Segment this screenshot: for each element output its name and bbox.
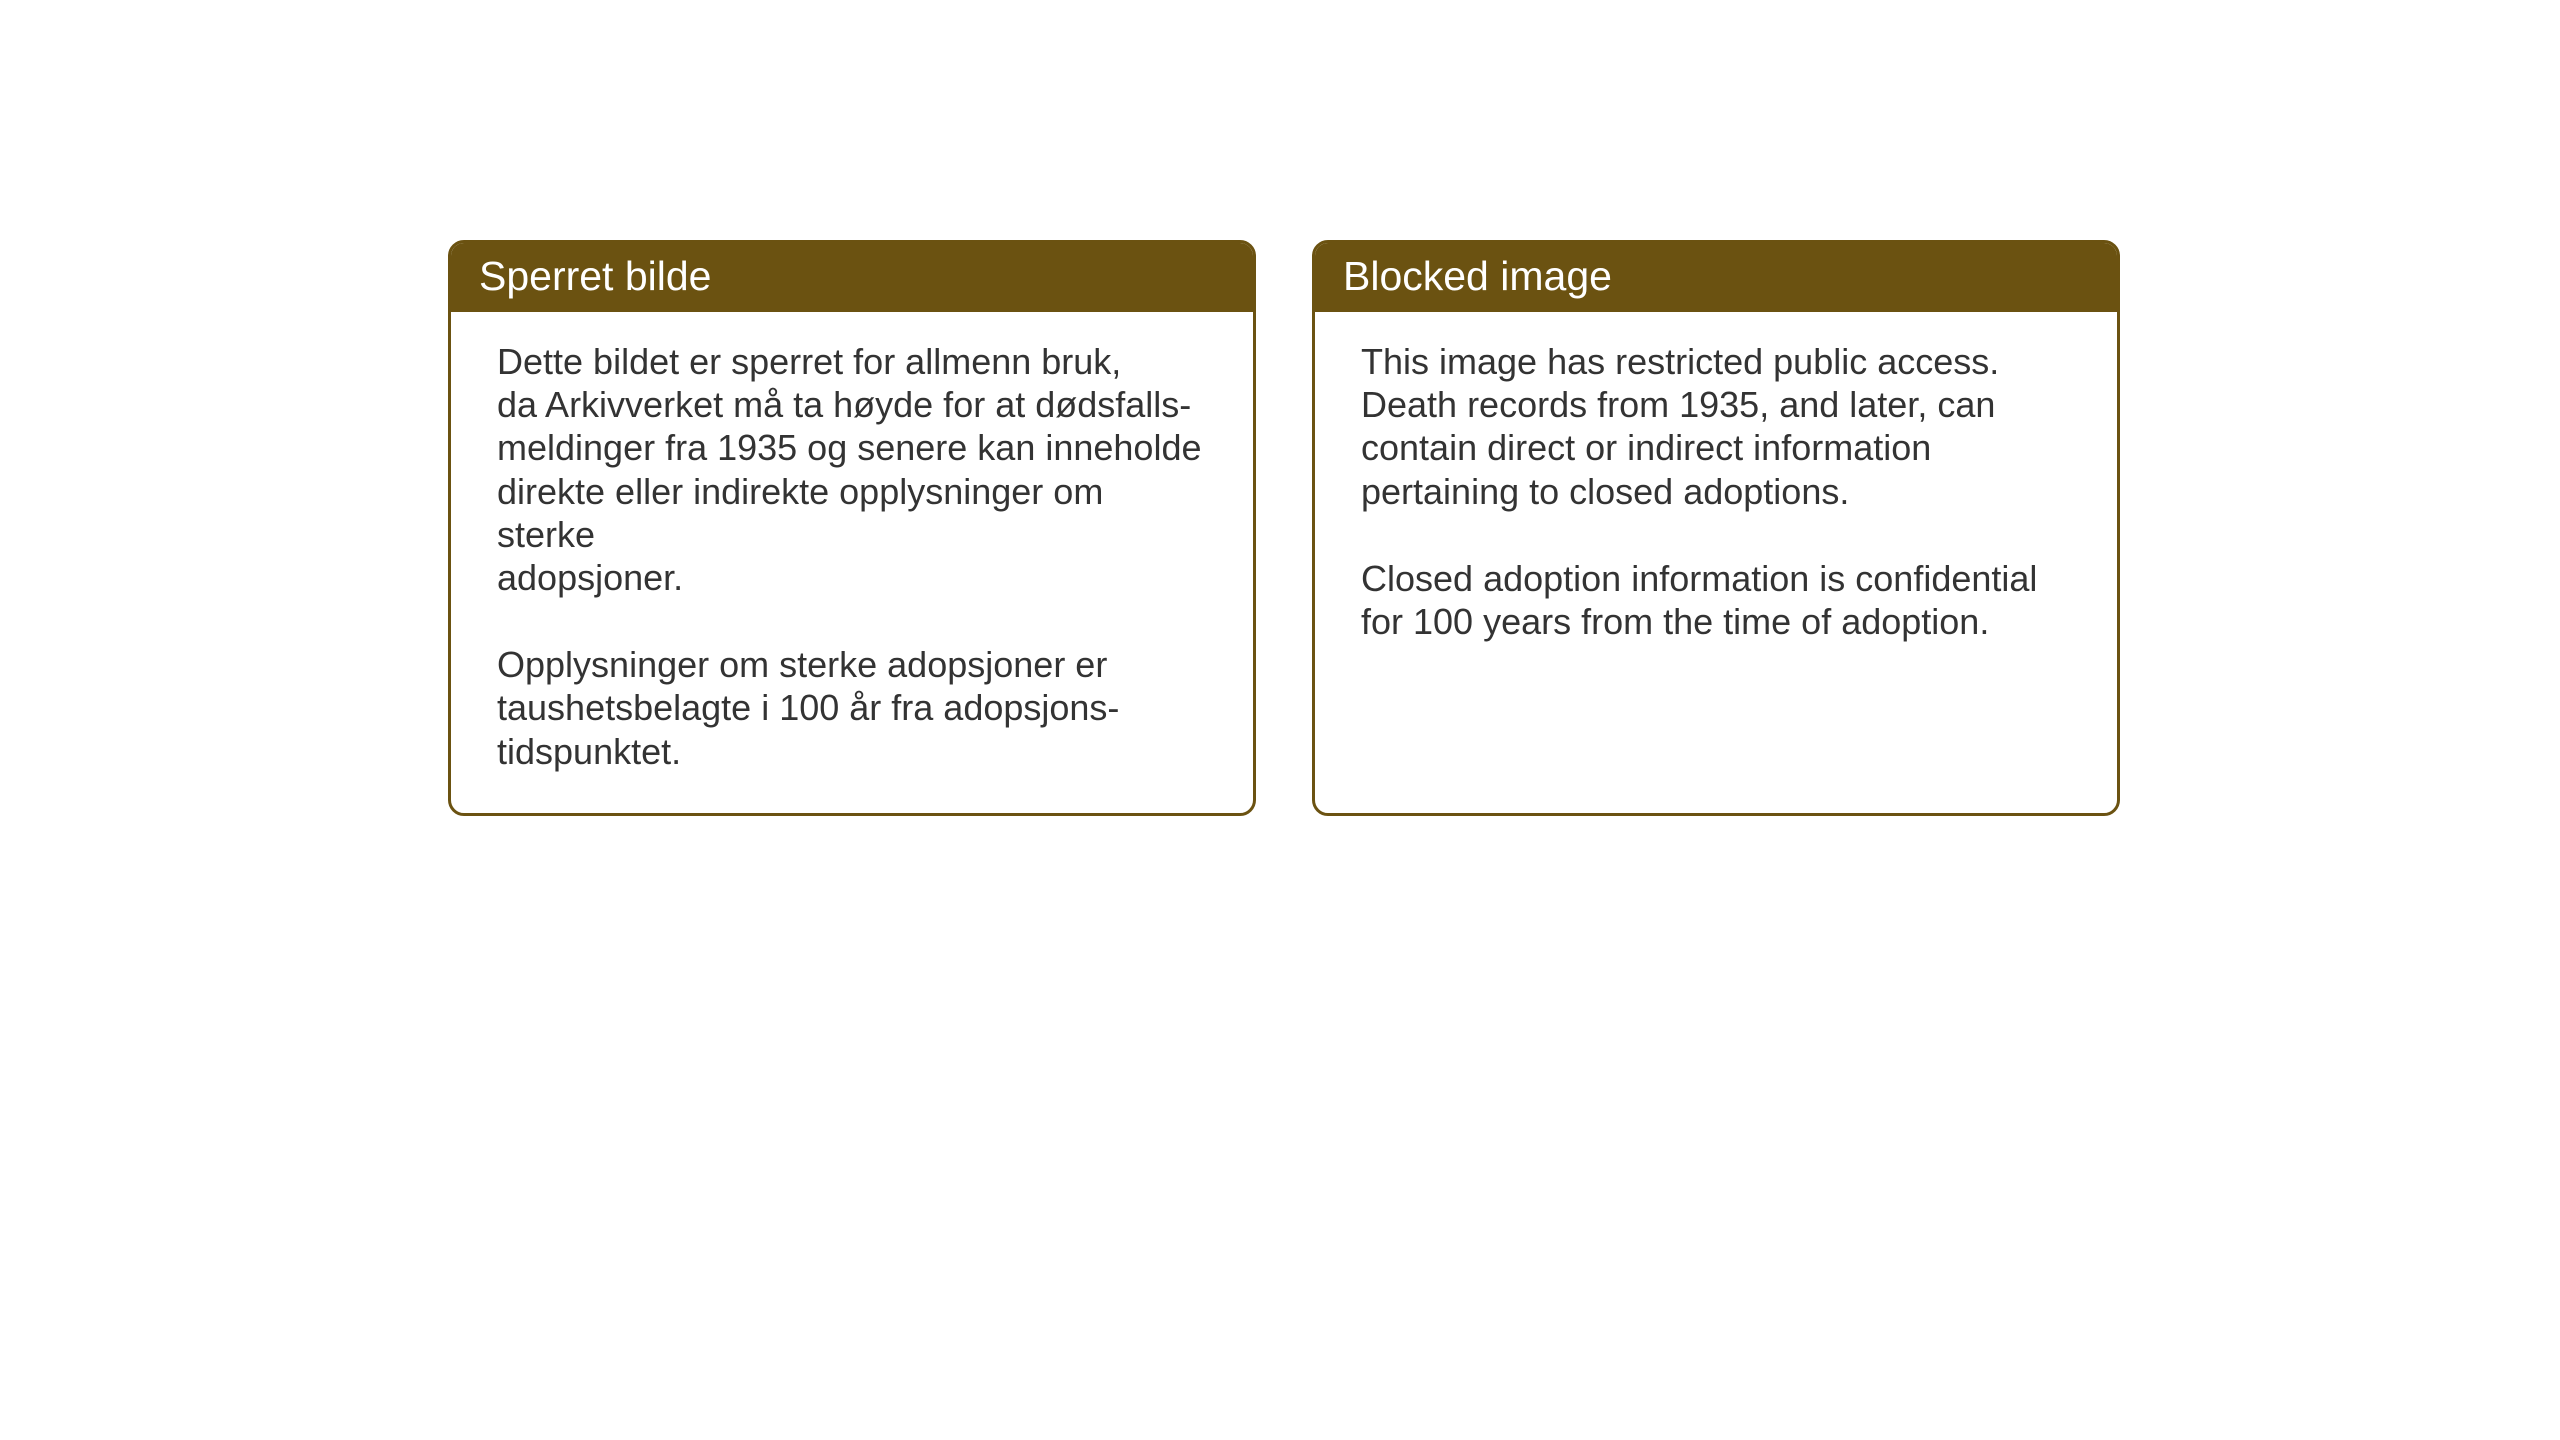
card-header-norwegian: Sperret bilde: [451, 243, 1253, 312]
cards-container: Sperret bilde Dette bildet er sperret fo…: [448, 240, 2120, 816]
card-paragraph-1-english: This image has restricted public access.…: [1361, 340, 2071, 513]
card-paragraph-2-norwegian: Opplysninger om sterke adopsjoner er tau…: [497, 643, 1207, 773]
card-title-english: Blocked image: [1343, 253, 1612, 299]
card-title-norwegian: Sperret bilde: [479, 253, 711, 299]
card-norwegian: Sperret bilde Dette bildet er sperret fo…: [448, 240, 1256, 816]
card-body-english: This image has restricted public access.…: [1315, 312, 2117, 722]
card-body-norwegian: Dette bildet er sperret for allmenn bruk…: [451, 312, 1253, 813]
card-paragraph-2-english: Closed adoption information is confident…: [1361, 557, 2071, 643]
card-english: Blocked image This image has restricted …: [1312, 240, 2120, 816]
card-paragraph-1-norwegian: Dette bildet er sperret for allmenn bruk…: [497, 340, 1207, 599]
card-header-english: Blocked image: [1315, 243, 2117, 312]
